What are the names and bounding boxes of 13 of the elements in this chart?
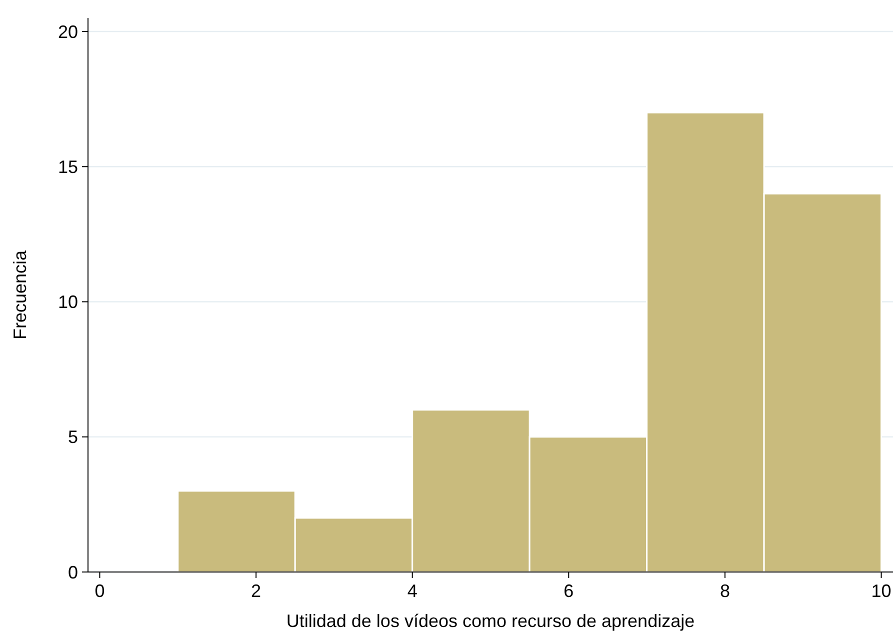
y-axis-title: Frecuencia [10, 249, 30, 340]
y-tick-label: 15 [58, 156, 78, 177]
x-tick-label: 0 [94, 581, 105, 601]
x-tick-label: 8 [720, 581, 730, 601]
x-tick-label: 4 [407, 581, 418, 601]
x-tick-label: 2 [251, 581, 262, 601]
y-tick-label: 20 [58, 22, 78, 42]
x-axis-title: Utilidad de los vídeos como recurso de aprendizaje [286, 611, 695, 631]
x-tick-label: 10 [871, 581, 892, 601]
y-tick-label: 0 [68, 562, 78, 582]
y-tick-label: 5 [68, 427, 78, 448]
y-tick-label: 10 [58, 292, 78, 312]
x-tick-label: 6 [564, 581, 574, 601]
